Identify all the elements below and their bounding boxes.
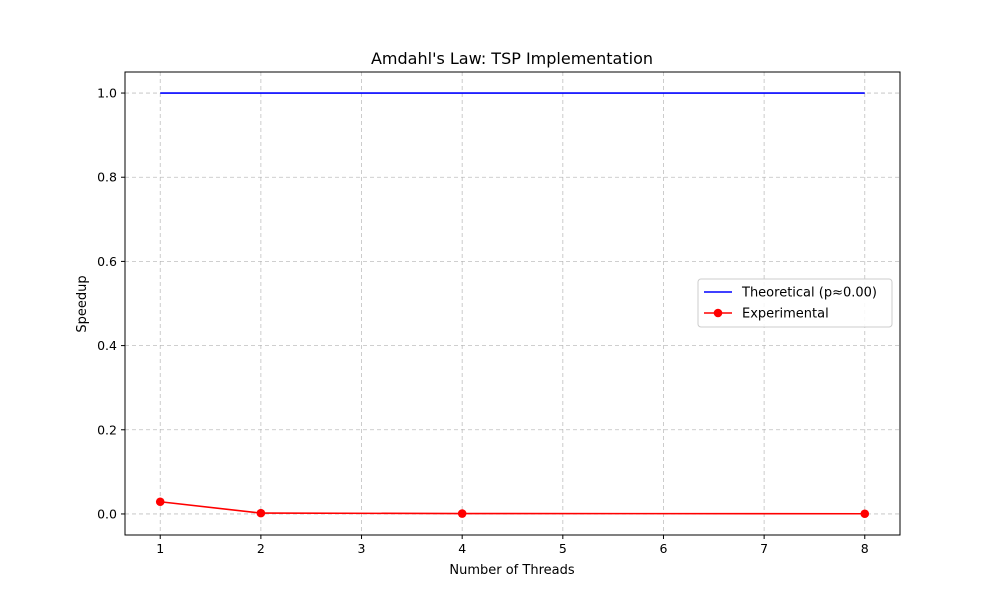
x-axis-label: Number of Threads xyxy=(449,563,574,578)
x-tick-label: 4 xyxy=(458,541,466,556)
x-tick-label: 8 xyxy=(861,541,869,556)
legend-box xyxy=(697,278,893,328)
y-tick-label: 0.8 xyxy=(97,170,117,185)
x-tick-label: 3 xyxy=(358,541,366,556)
y-axis-ticks: 0.0 0.2 0.4 0.6 0.8 1.0 xyxy=(97,86,125,521)
series-layer xyxy=(155,92,870,519)
data-point xyxy=(860,509,870,519)
x-tick-label: 7 xyxy=(760,541,768,556)
legend-item: Theoretical (p≈0.00) xyxy=(704,286,877,301)
y-tick-label: 1.0 xyxy=(97,86,117,101)
legend: Theoretical (p≈0.00) Experimental xyxy=(697,278,893,328)
legend-item: Experimental xyxy=(704,307,829,322)
x-axis-ticks: 1 2 3 4 5 6 7 8 xyxy=(156,535,869,556)
legend-label: Experimental xyxy=(742,307,829,322)
y-axis-label: Speedup xyxy=(75,275,90,332)
y-tick-label: 0.6 xyxy=(97,254,117,269)
data-point xyxy=(256,508,266,518)
legend-label: Theoretical (p≈0.00) xyxy=(741,286,877,301)
chart-title: Amdahl's Law: TSP Implementation xyxy=(371,49,653,68)
x-tick-label: 6 xyxy=(659,541,667,556)
x-tick-label: 2 xyxy=(257,541,265,556)
x-tick-label: 5 xyxy=(559,541,567,556)
y-tick-label: 0.4 xyxy=(97,338,117,353)
plot-frame xyxy=(124,71,901,536)
legend-marker xyxy=(713,308,723,318)
y-tick-label: 0.2 xyxy=(97,422,117,437)
y-tick-label: 0.0 xyxy=(97,506,117,521)
data-point xyxy=(457,509,467,518)
series-2 xyxy=(155,497,870,519)
x-tick-label: 1 xyxy=(156,541,164,556)
series-line xyxy=(160,500,865,515)
data-point xyxy=(155,497,165,507)
